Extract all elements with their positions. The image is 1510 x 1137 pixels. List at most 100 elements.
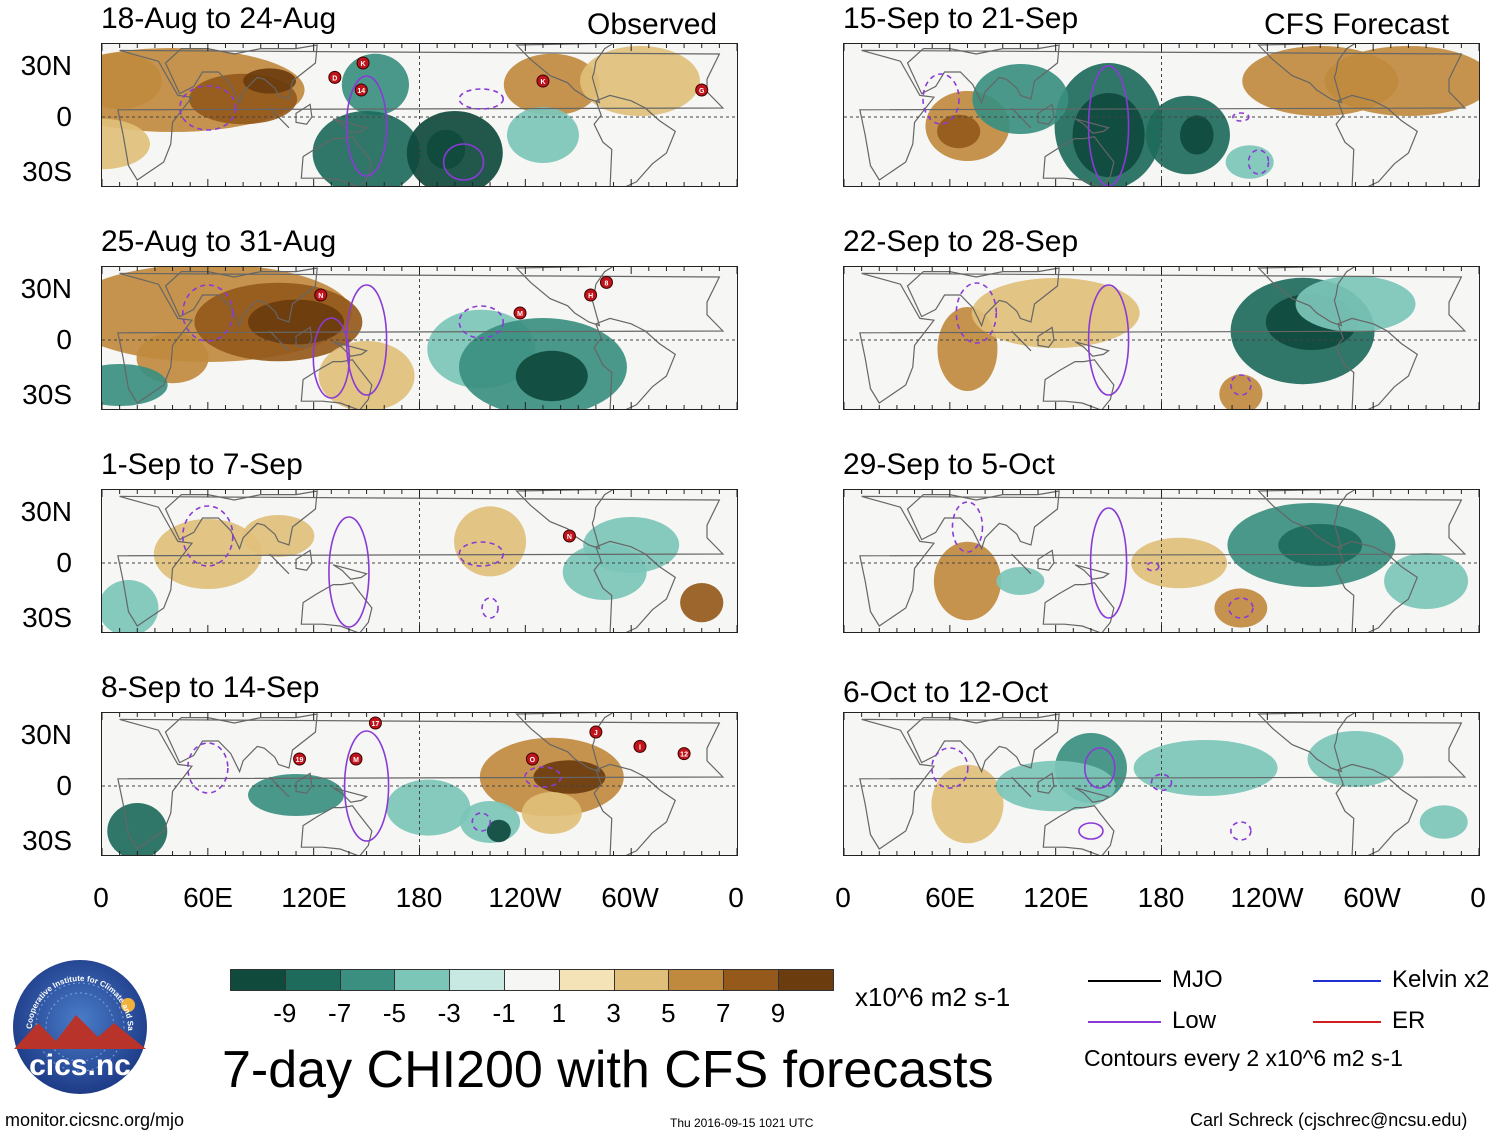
- colorbar-label: -5: [382, 998, 406, 1028]
- chi-anomaly: [312, 111, 421, 186]
- low-contour: [458, 541, 505, 567]
- lat-label: 0: [56, 101, 72, 132]
- coastline: [332, 564, 369, 580]
- storm-marker: H: [584, 288, 598, 302]
- coastline: [117, 49, 725, 181]
- coastline: [269, 776, 290, 798]
- coastline: [1335, 317, 1419, 409]
- coastline: [1074, 118, 1111, 134]
- lat-label: 0: [56, 324, 72, 355]
- chi-anomaly: [1179, 115, 1214, 155]
- chi-anomaly: [341, 53, 410, 116]
- chi-anomaly: [579, 46, 700, 116]
- coastline: [117, 272, 725, 404]
- coastline: [117, 718, 725, 850]
- footer-url[interactable]: monitor.cicsnc.org/mjo: [5, 1110, 185, 1130]
- chi-anomaly: [933, 541, 1002, 621]
- svg-text:O: O: [530, 757, 536, 764]
- coastline: [295, 326, 313, 348]
- storm-marker: G: [695, 83, 709, 97]
- low-contour: [922, 73, 960, 125]
- colorbar-swatch: [504, 969, 560, 991]
- colorbar-label: -9: [273, 998, 297, 1028]
- legend-line-kelvin: [1313, 980, 1381, 982]
- low-contour: [1145, 561, 1160, 572]
- coastline: [300, 582, 373, 632]
- lon-label: 120W: [488, 882, 562, 913]
- lon-label: 0: [835, 882, 851, 913]
- svg-text:14: 14: [357, 88, 365, 95]
- svg-text:I: I: [639, 744, 641, 751]
- chi-anomaly: [102, 53, 162, 109]
- legend-line-low: [1088, 1021, 1161, 1023]
- chi-anomaly: [1072, 93, 1145, 177]
- coastline: [1074, 787, 1111, 803]
- chi-anomaly: [454, 506, 527, 577]
- colorbar-swatch: [394, 969, 451, 991]
- colorbar-label: -3: [437, 998, 461, 1028]
- map-panel: N M H 8: [101, 266, 738, 410]
- lat-label: 30N: [20, 496, 72, 527]
- coastline: [269, 553, 290, 575]
- coastline: [332, 118, 369, 134]
- coastline: [1074, 341, 1111, 357]
- colorbar-swatch: [449, 969, 505, 991]
- coastline: [859, 49, 1467, 181]
- contours-note: Contours every 2 x10^6 m2 s-1: [1084, 1045, 1403, 1071]
- svg-text:M: M: [353, 757, 359, 764]
- cics-logo: Cooperative Institute for Climate and Sa…: [8, 950, 150, 1097]
- lat-label: 30N: [20, 273, 72, 304]
- coastline: [1335, 94, 1419, 186]
- storm-marker: N: [314, 288, 328, 302]
- low-contour: [1083, 747, 1116, 789]
- chi-anomaly: [503, 53, 600, 116]
- colorbar-units: x10^6 m2 s-1: [855, 982, 1011, 1012]
- storm-marker: K: [536, 74, 550, 88]
- lon-label: 120W: [1230, 882, 1304, 913]
- coastline: [164, 44, 318, 105]
- coastline: [1011, 107, 1032, 129]
- low-contour: [187, 742, 229, 794]
- chi-anomaly: [1131, 537, 1228, 589]
- panel-map: [844, 44, 1479, 186]
- lon-label: 120E: [1023, 882, 1089, 913]
- panel-map: D K 14 K G: [102, 44, 737, 186]
- storm-marker: K: [356, 56, 370, 70]
- chi-anomaly: [996, 567, 1045, 595]
- chi-anomaly: [1214, 588, 1268, 628]
- chi-anomaly: [515, 350, 588, 402]
- coastline: [332, 341, 369, 357]
- coastline: [1074, 564, 1111, 580]
- panel-title: 22-Sep to 28-Sep: [843, 225, 1079, 258]
- chi-anomaly: [426, 129, 466, 169]
- colorbar-swatch: [723, 969, 779, 991]
- lon-label: 60W: [1343, 882, 1401, 913]
- colorbar-label: 5: [661, 998, 676, 1028]
- colorbar-label: 3: [606, 998, 621, 1028]
- chi-anomaly: [1225, 145, 1274, 179]
- low-contour: [182, 284, 234, 342]
- legend-label-mjo: MJO: [1172, 966, 1223, 993]
- lon-label: 120E: [281, 882, 347, 913]
- low-contour: [1230, 821, 1252, 841]
- legend-line-mjo: [1088, 980, 1161, 982]
- lon-label: 60E: [925, 882, 975, 913]
- svg-text:N: N: [567, 534, 572, 541]
- legend-label-kelvin: Kelvin x2: [1392, 966, 1490, 993]
- coastline: [295, 772, 313, 794]
- colorbar-label: 1: [551, 998, 567, 1028]
- lon-label: 0: [1470, 882, 1486, 913]
- svg-text:D: D: [332, 75, 337, 82]
- coastline: [515, 267, 614, 327]
- coastline: [593, 763, 677, 855]
- lat-label: 0: [56, 547, 72, 578]
- chi-anomaly: [1384, 553, 1469, 609]
- coastline: [1011, 553, 1032, 575]
- panel-title: 25-Aug to 31-Aug: [101, 225, 337, 258]
- storm-marker: J: [589, 725, 603, 739]
- coastline: [593, 94, 677, 186]
- lat-label: 30S: [22, 825, 72, 856]
- colorbar-swatch: [558, 969, 615, 991]
- low-contour: [955, 282, 998, 344]
- forecast-header: CFS Forecast: [1264, 8, 1450, 41]
